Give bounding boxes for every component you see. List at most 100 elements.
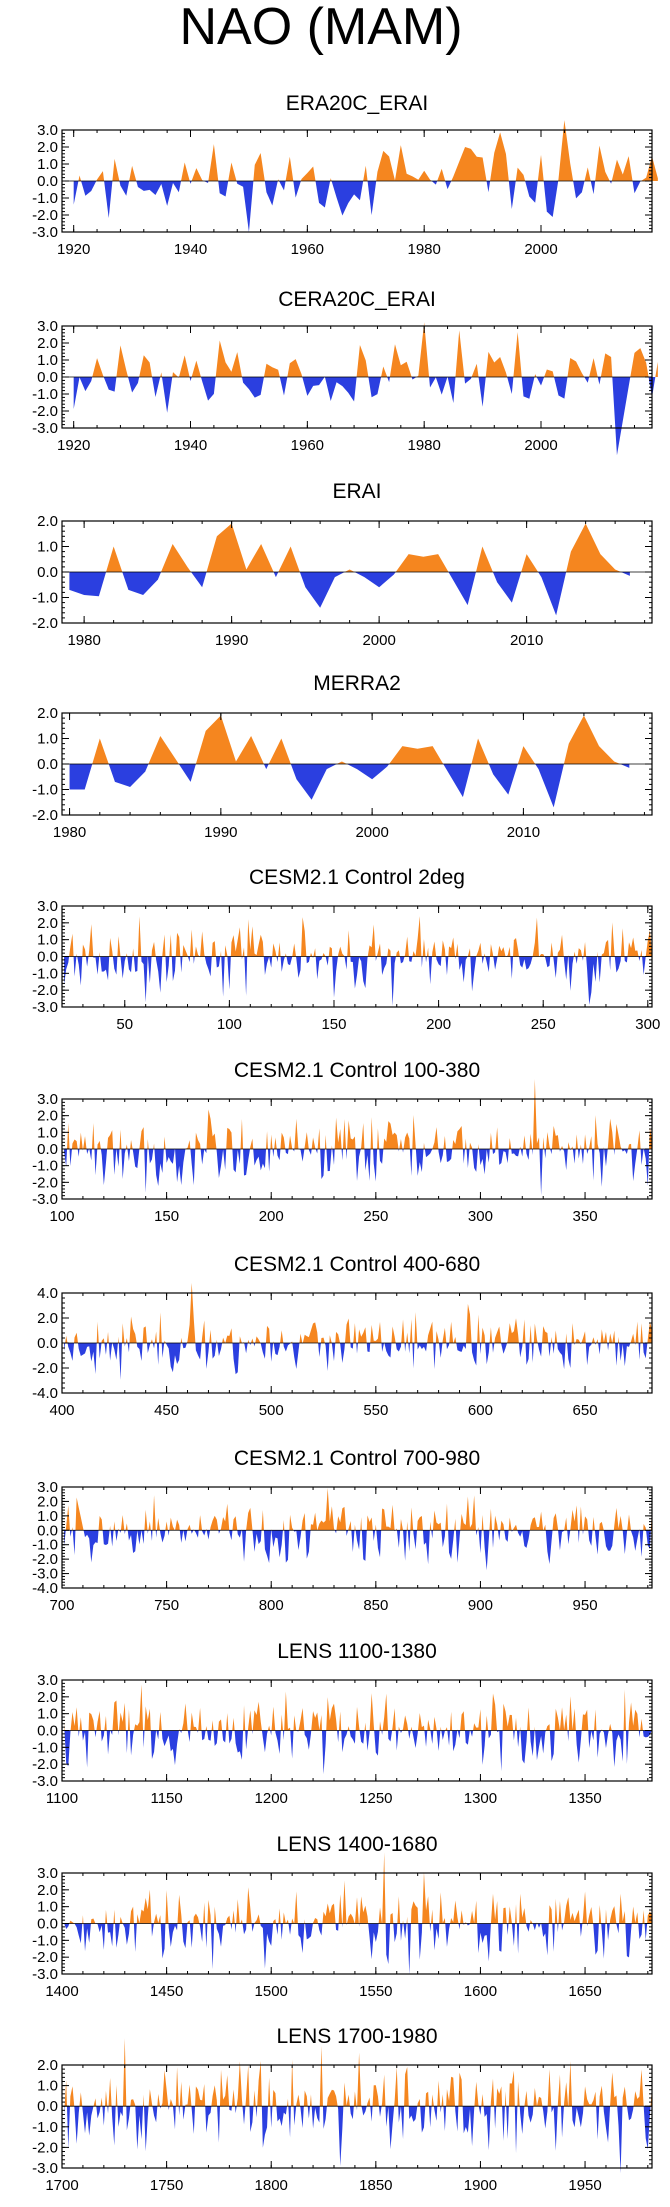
negative-area [447,377,456,404]
negative-area [578,1530,580,1543]
negative-area [160,1923,166,1959]
negative-area [596,1730,602,1758]
panel-7: CESM2.1 Control 400-680 4.0 2.0 0.0 -2.0 -4.0… [32,1253,653,1419]
positive-area [489,1508,493,1531]
positive-area [240,1919,243,1924]
negative-area [552,1923,555,1952]
plot-frame [61,1486,653,1589]
positive-area [296,2094,301,2107]
negative-area [263,764,269,770]
y-tick-label: -1.0 [32,2119,58,2136]
negative-area [609,956,611,971]
positive-area [594,1115,599,1149]
negative-area [276,956,279,963]
x-tick-label: 2000 [524,241,557,258]
negative-area [102,2106,106,2126]
x-tick-label: 1950 [568,2177,601,2194]
positive-area [100,2097,103,2107]
positive-area [70,1707,79,1731]
panel-title: LENS 1400-1680 [276,1833,437,1856]
positive-area [231,2089,236,2107]
negative-area [215,956,221,968]
negative-area [368,1923,379,1960]
negative-area [380,956,388,976]
negative-area [488,764,518,795]
negative-area [351,1530,355,1553]
positive-area [311,1137,316,1149]
negative-area [279,377,288,396]
negative-area [69,572,107,597]
positive-area [144,1706,151,1731]
negative-area [171,956,176,982]
positive-area [470,1900,478,1924]
x-tick-label: 250 [363,1208,388,1225]
negative-area [275,1730,281,1754]
negative-area [519,2106,525,2135]
negative-area [429,377,448,395]
negative-area [273,572,279,578]
y-tick-label: -1.0 [32,1932,58,1949]
negative-area [601,1923,606,1959]
negative-area [493,956,498,970]
positive-area [467,948,471,957]
positive-area [527,1707,530,1731]
y-tick-label: -2.0 [32,207,58,224]
negative-area [517,1530,530,1548]
positive-area [329,1335,332,1343]
negative-area [118,1343,122,1380]
positive-area [282,1520,285,1531]
positive-area [90,1918,96,1924]
negative-area [168,1923,178,1947]
y-tick-label: 1.0 [37,352,58,369]
positive-area [112,1700,119,1731]
negative-area [129,1730,134,1756]
x-tick-label: 900 [468,1597,493,1614]
negative-area [121,1149,126,1179]
positive-area [236,2061,243,2107]
positive-area [253,2090,256,2107]
positive-area [627,937,639,957]
positive-area [324,1134,327,1149]
negative-area [242,2106,246,2125]
negative-area [368,377,382,398]
panel-title: ERA20C_ERAI [286,92,428,115]
negative-area [440,2106,442,2113]
negative-area [127,1149,131,1162]
positive-area [342,1119,346,1149]
negative-area [404,1343,407,1352]
positive-area [382,1852,386,1924]
positive-area [622,2086,627,2107]
positive-area [112,158,120,181]
y-tick-label: -4.0 [32,1580,58,1597]
positive-area [154,1331,157,1343]
positive-area [194,946,200,957]
positive-area [640,949,643,957]
positive-area [161,543,192,572]
negative-area [591,1149,595,1181]
negative-area [161,1343,165,1358]
y-tick-label: 0.0 [37,756,58,773]
negative-area [161,1730,179,1766]
y-tick-label: -3.0 [32,2160,58,2177]
positive-area [432,1510,442,1531]
negative-area [144,1149,148,1193]
negative-area [64,1343,66,1351]
negative-area [373,1149,378,1182]
negative-area [398,1149,400,1152]
positive-area [326,1697,338,1731]
y-tick-label: -1.0 [32,782,58,799]
negative-area [229,1530,233,1541]
positive-area [125,1144,128,1149]
positive-area [533,1323,538,1343]
negative-area [253,1343,256,1347]
negative-area [191,2106,196,2135]
negative-area [127,956,133,973]
positive-area [589,358,598,377]
y-tick-label: -3.0 [32,224,58,241]
negative-area [337,2106,344,2167]
positive-area [336,1506,347,1531]
negative-area [112,956,118,975]
negative-area [621,1149,628,1154]
